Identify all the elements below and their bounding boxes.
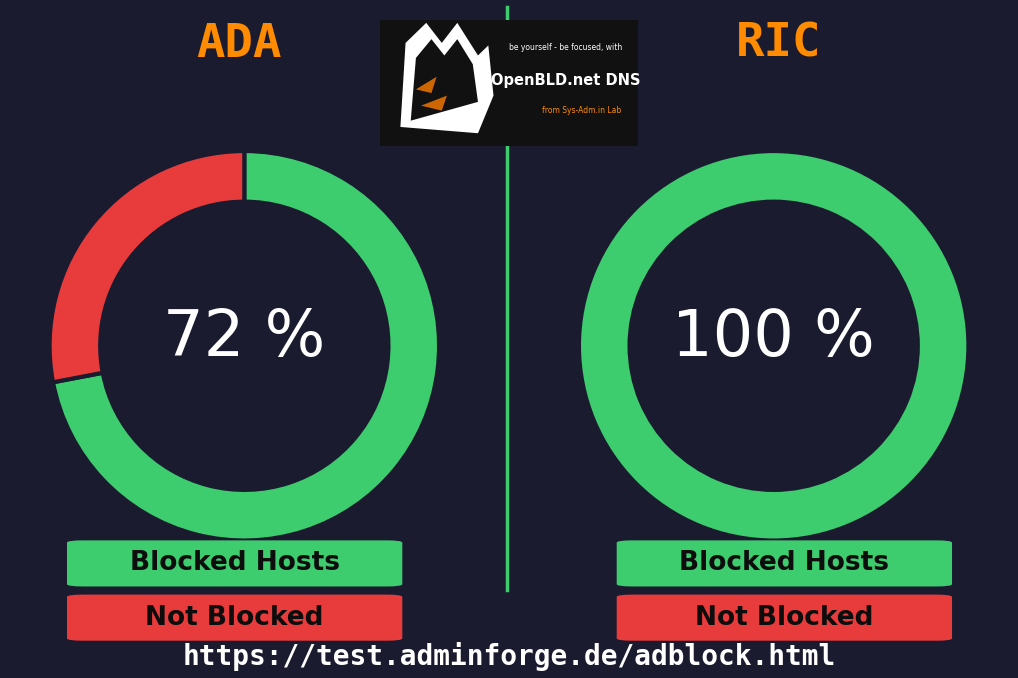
FancyBboxPatch shape — [380, 20, 638, 146]
Text: 100 %: 100 % — [672, 307, 875, 369]
Wedge shape — [50, 151, 244, 382]
Wedge shape — [579, 151, 968, 540]
FancyBboxPatch shape — [617, 540, 952, 586]
Text: Not Blocked: Not Blocked — [146, 605, 324, 631]
FancyBboxPatch shape — [67, 540, 402, 586]
Text: https://test.adminforge.de/adblock.html: https://test.adminforge.de/adblock.html — [182, 642, 836, 671]
Polygon shape — [416, 77, 437, 93]
Polygon shape — [421, 96, 447, 111]
FancyBboxPatch shape — [67, 595, 402, 641]
Text: Blocked Hosts: Blocked Hosts — [129, 551, 340, 576]
Text: OpenBLD.net DNS: OpenBLD.net DNS — [491, 73, 640, 88]
Wedge shape — [53, 151, 439, 540]
Text: be yourself - be focused, with: be yourself - be focused, with — [509, 43, 623, 52]
Text: Not Blocked: Not Blocked — [695, 605, 873, 631]
Text: ADA: ADA — [196, 22, 282, 66]
FancyBboxPatch shape — [617, 595, 952, 641]
Text: 72 %: 72 % — [163, 307, 326, 369]
Text: from Sys-Adm.in Lab: from Sys-Adm.in Lab — [542, 106, 621, 115]
Text: Blocked Hosts: Blocked Hosts — [679, 551, 890, 576]
Polygon shape — [410, 39, 478, 121]
Text: RIC: RIC — [736, 22, 822, 66]
Polygon shape — [400, 23, 494, 133]
